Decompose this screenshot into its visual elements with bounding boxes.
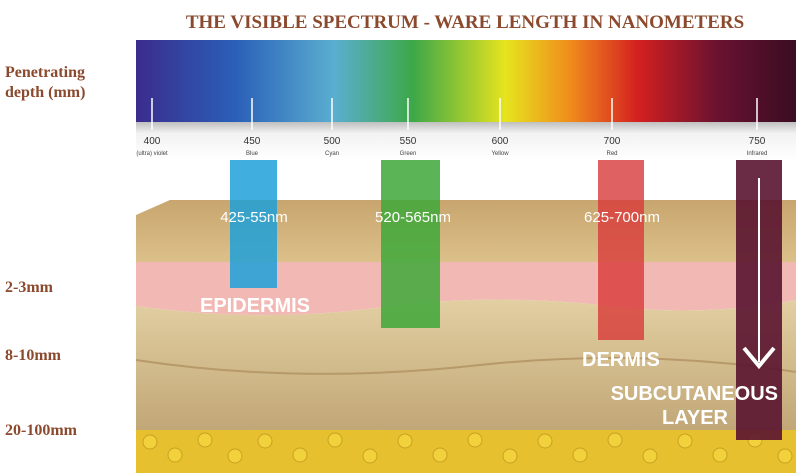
layer-label: EPIDERMIS bbox=[200, 295, 310, 317]
tick-nm: 750 bbox=[749, 136, 766, 147]
tick-nm: 500 bbox=[324, 136, 341, 147]
tick-nm: 700 bbox=[604, 136, 621, 147]
layer-label: DERMIS bbox=[582, 349, 660, 371]
depth-label: 2-3mm bbox=[5, 279, 54, 296]
tick-lines bbox=[151, 98, 758, 130]
layer-label: LAYER bbox=[662, 407, 729, 429]
band-label: 625-700nm bbox=[584, 209, 660, 226]
scale-strip bbox=[136, 122, 796, 160]
layer-label: SUBCUTANEOUS bbox=[611, 383, 778, 405]
tick-name: Yellow bbox=[491, 151, 509, 157]
depth-label: 8-10mm bbox=[5, 347, 62, 364]
tick-nm: 600 bbox=[492, 136, 509, 147]
tick-name: Green bbox=[400, 151, 417, 157]
tick-nm: 550 bbox=[400, 136, 417, 147]
blue-band bbox=[230, 160, 277, 288]
title: THE VISIBLE SPECTRUM - WARE LENGTH IN NA… bbox=[186, 12, 744, 33]
depth-label: 20-100mm bbox=[5, 422, 78, 439]
spectrum-bar bbox=[136, 40, 796, 122]
tick-name: (ultra) violet bbox=[136, 151, 168, 157]
tick-name: Red bbox=[606, 151, 617, 157]
tick-name: Infrared bbox=[747, 151, 768, 157]
fat-cells bbox=[142, 432, 793, 464]
green-band bbox=[381, 160, 440, 328]
tick-name: Blue bbox=[246, 151, 259, 157]
tick-nm: 450 bbox=[244, 136, 261, 147]
tick-name: Cyan bbox=[325, 151, 339, 157]
layer-line bbox=[135, 356, 797, 375]
depth-heading: depth (mm) bbox=[5, 84, 85, 101]
arrow-head bbox=[742, 346, 776, 370]
depth-heading: Penetrating bbox=[5, 64, 85, 81]
band-label: 425-55nm bbox=[220, 209, 288, 226]
red-band bbox=[598, 160, 644, 340]
band-label: 520-565nm bbox=[375, 209, 451, 226]
tick-nm: 400 bbox=[144, 136, 161, 147]
